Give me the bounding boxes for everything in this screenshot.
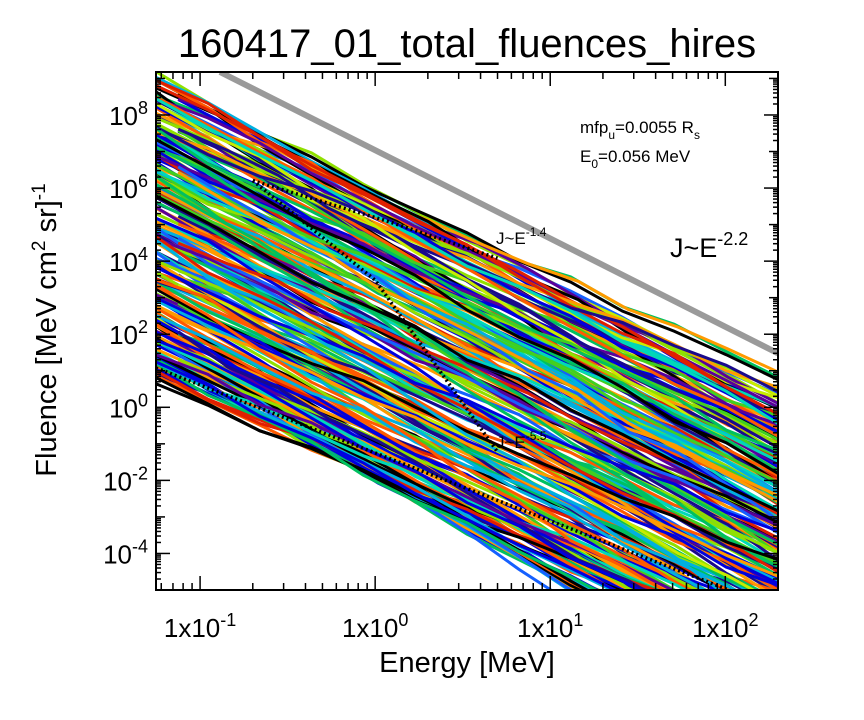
plot-frame	[155, 71, 779, 591]
fluence-series-line	[177, 170, 778, 503]
e0-annotation: E0=0.056 MeV	[580, 147, 691, 171]
series-layer	[156, 72, 778, 590]
slope-label-5-5: J~E-5.5	[496, 429, 547, 452]
y-tick-label: 100	[109, 390, 148, 423]
fluence-series-line	[156, 314, 739, 590]
fluence-series-line	[177, 357, 635, 590]
x-tick-label: 1x10-1	[164, 610, 236, 643]
fluence-series-line	[156, 125, 778, 393]
x-tick-label: 1x100	[342, 610, 408, 643]
fluence-series-line	[156, 353, 676, 590]
fluence-series-line	[156, 284, 667, 590]
reference-lines	[156, 72, 778, 590]
fluence-series-line	[156, 127, 778, 452]
fluence-series-line	[156, 84, 778, 416]
fluence-series-line	[156, 194, 778, 513]
slope-label-1-4: J~E-1.4	[496, 225, 547, 248]
y-tick-label: 102	[109, 317, 148, 350]
fluence-series-line	[156, 97, 778, 425]
fluence-series-line	[156, 138, 778, 475]
mfp-annotation: mfpu=0.0055 Rs	[580, 118, 700, 142]
y-tick-label: 10-4	[103, 536, 148, 569]
fluence-series-line	[156, 95, 778, 438]
fluence-series-line	[156, 174, 778, 570]
x-tick-label: 1x102	[692, 610, 758, 643]
y-tick-label: 106	[109, 171, 148, 204]
fluence-series-line	[156, 116, 778, 392]
chart-title: 160417_01_total_fluences_hires	[178, 22, 756, 66]
fluence-series-line	[156, 266, 778, 533]
fluence-series-line	[177, 330, 647, 590]
fluence-series-line	[156, 369, 660, 590]
axes	[155, 71, 779, 591]
fluence-series-line	[156, 239, 722, 590]
fluence-series-line	[156, 306, 693, 590]
reference-line	[218, 72, 778, 356]
reference-line	[156, 366, 734, 590]
y-tick-label: 108	[109, 98, 148, 131]
y-axis-label: Fluence [MeV cm2 sr]-1	[29, 183, 63, 476]
annotations: mfpu=0.0055 Rs E0=0.056 MeV J~E-1.4 J~E-…	[496, 118, 748, 452]
slope-label-2-2: J~E-2.2	[670, 229, 748, 263]
x-axis-label: Energy [MeV]	[379, 647, 555, 679]
fluence-series-line	[156, 360, 619, 590]
tick-labels: 1x10-1 1x100 1x101 1x102 108 106 104 102 100 10-2…	[103, 98, 758, 643]
fluence-series-line	[156, 145, 778, 473]
fluence-series-line	[156, 361, 615, 590]
fluence-series-line	[156, 182, 778, 546]
fluence-series-line	[177, 236, 778, 535]
fluence-series-line	[156, 297, 640, 590]
fluence-series-line	[156, 296, 778, 587]
fluence-series-line	[156, 154, 778, 426]
y-tick-label: 104	[109, 244, 148, 277]
y-tick-label: 10-2	[103, 463, 148, 496]
x-tick-label: 1x101	[517, 610, 583, 643]
fluence-series-line	[156, 338, 644, 590]
